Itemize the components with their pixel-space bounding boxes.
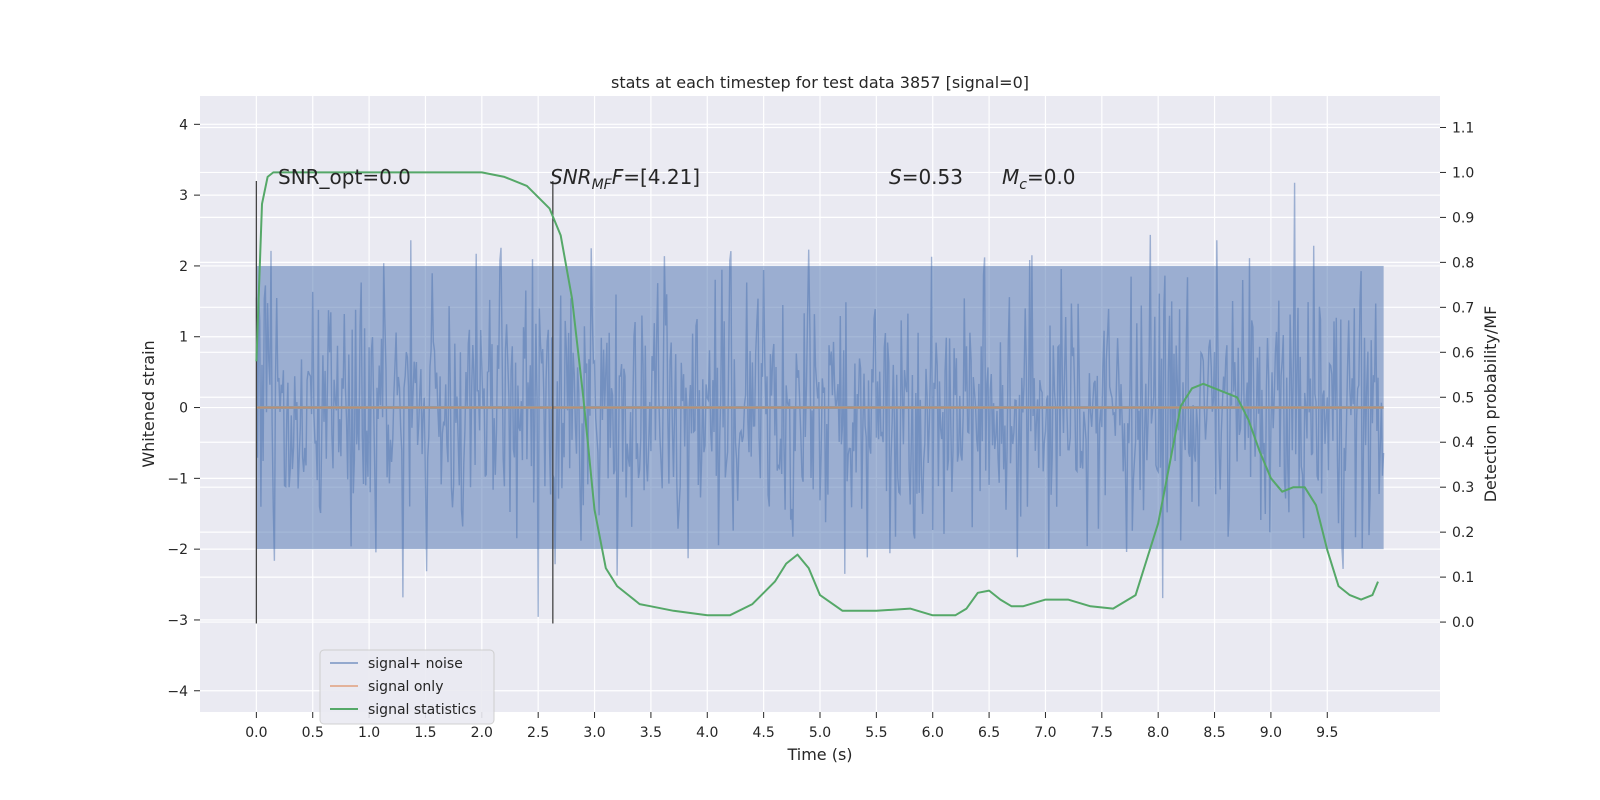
annotation-snr-mf: SNRMFF=[4.21] bbox=[550, 165, 700, 193]
x-tick-label-14: 7.0 bbox=[1034, 725, 1056, 741]
x-axis-label: Time (s) bbox=[786, 745, 852, 764]
y2-tick-label-8: 0.8 bbox=[1452, 255, 1474, 271]
annotation-mc: Mc=0.0 bbox=[1002, 165, 1076, 193]
y2-tick-label-5: 0.5 bbox=[1452, 390, 1474, 406]
y2-tick-label-9: 0.9 bbox=[1452, 210, 1474, 226]
x-tick-label-9: 4.5 bbox=[753, 725, 775, 741]
x-tick-label-1: 0.5 bbox=[302, 725, 324, 741]
x-tick-label-18: 9.0 bbox=[1260, 725, 1282, 741]
y2-tick-label-11: 1.1 bbox=[1452, 120, 1474, 136]
x-tick-label-4: 2.0 bbox=[471, 725, 493, 741]
y-axis-label: Whitened strain bbox=[139, 340, 158, 467]
y-tick-label-6: 2 bbox=[179, 259, 188, 275]
y2-tick-label-2: 0.2 bbox=[1452, 525, 1474, 541]
x-tick-label-12: 6.0 bbox=[922, 725, 944, 741]
x-tick-label-10: 5.0 bbox=[809, 725, 831, 741]
y2-ticks: 0.0 0.1 0.2 0.3 0.4 0.5 0.6 0.7 0.8 0.9 1.0 1.1 bbox=[1440, 120, 1474, 631]
y-tick-label-1: −3 bbox=[167, 613, 188, 629]
y2-tick-label-7: 0.7 bbox=[1452, 300, 1474, 316]
x-tick-label-5: 2.5 bbox=[527, 725, 549, 741]
x-ticks: 0.0 0.5 1.0 1.5 2.0 2.5 3.0 3.5 4.0 4.5 5.0 5.5 6.0 6… bbox=[245, 712, 1338, 741]
markers bbox=[255, 180, 1384, 624]
x-tick-label-2: 1.0 bbox=[358, 725, 380, 741]
legend-box bbox=[319, 649, 495, 725]
series-line-signal-noise bbox=[255, 182, 1385, 617]
x-tick-label-7: 3.5 bbox=[640, 725, 662, 741]
series-line-signal-statistics bbox=[255, 171, 1379, 617]
x-tick-label-11: 5.5 bbox=[865, 725, 887, 741]
y-tick-label-2: −2 bbox=[167, 542, 188, 558]
legend-label-stats: signal statistics bbox=[368, 702, 476, 718]
y-tick-label-4: 0 bbox=[179, 401, 188, 417]
x-tick-label-13: 6.5 bbox=[978, 725, 1000, 741]
y-tick-label-5: 1 bbox=[179, 330, 188, 346]
y2-axis-label: Detection probability/MF bbox=[1481, 306, 1500, 503]
x-tick-label-19: 9.5 bbox=[1316, 725, 1338, 741]
y2-tick-label-0: 0.0 bbox=[1452, 615, 1474, 631]
y-ticks: −4 −3 −2 −1 0 1 2 3 4 bbox=[167, 117, 200, 700]
x-tick-label-8: 4.0 bbox=[696, 725, 718, 741]
y2-tick-label-4: 0.4 bbox=[1452, 435, 1474, 451]
x-tick-label-6: 3.0 bbox=[583, 725, 605, 741]
legend: signal+ noise signal only signal statist… bbox=[319, 649, 495, 725]
annotation-s: S=0.53 bbox=[889, 165, 963, 189]
y-tick-label-7: 3 bbox=[179, 188, 188, 204]
x-tick-label-0: 0.0 bbox=[245, 725, 267, 741]
x-tick-label-16: 8.0 bbox=[1147, 725, 1169, 741]
y-tick-label-0: −4 bbox=[167, 684, 188, 700]
x-tick-label-3: 1.5 bbox=[414, 725, 436, 741]
y2-tick-label-1: 0.1 bbox=[1452, 570, 1474, 586]
legend-label-noise: signal+ noise bbox=[368, 656, 463, 672]
y-tick-label-8: 4 bbox=[179, 117, 188, 133]
y2-tick-label-6: 0.6 bbox=[1452, 345, 1474, 361]
y2-tick-label-3: 0.3 bbox=[1452, 480, 1474, 496]
y-tick-label-3: −1 bbox=[167, 471, 188, 487]
y2-tick-label-10: 1.0 bbox=[1452, 165, 1474, 181]
x-tick-label-17: 8.5 bbox=[1203, 725, 1225, 741]
annotation-snr-opt: SNR_opt=0.0 bbox=[278, 165, 411, 189]
legend-label-signal: signal only bbox=[368, 679, 443, 695]
x-tick-label-15: 7.5 bbox=[1091, 725, 1113, 741]
stats-series bbox=[255, 171, 1379, 617]
chart-title: stats at each timestep for test data 385… bbox=[611, 73, 1029, 92]
